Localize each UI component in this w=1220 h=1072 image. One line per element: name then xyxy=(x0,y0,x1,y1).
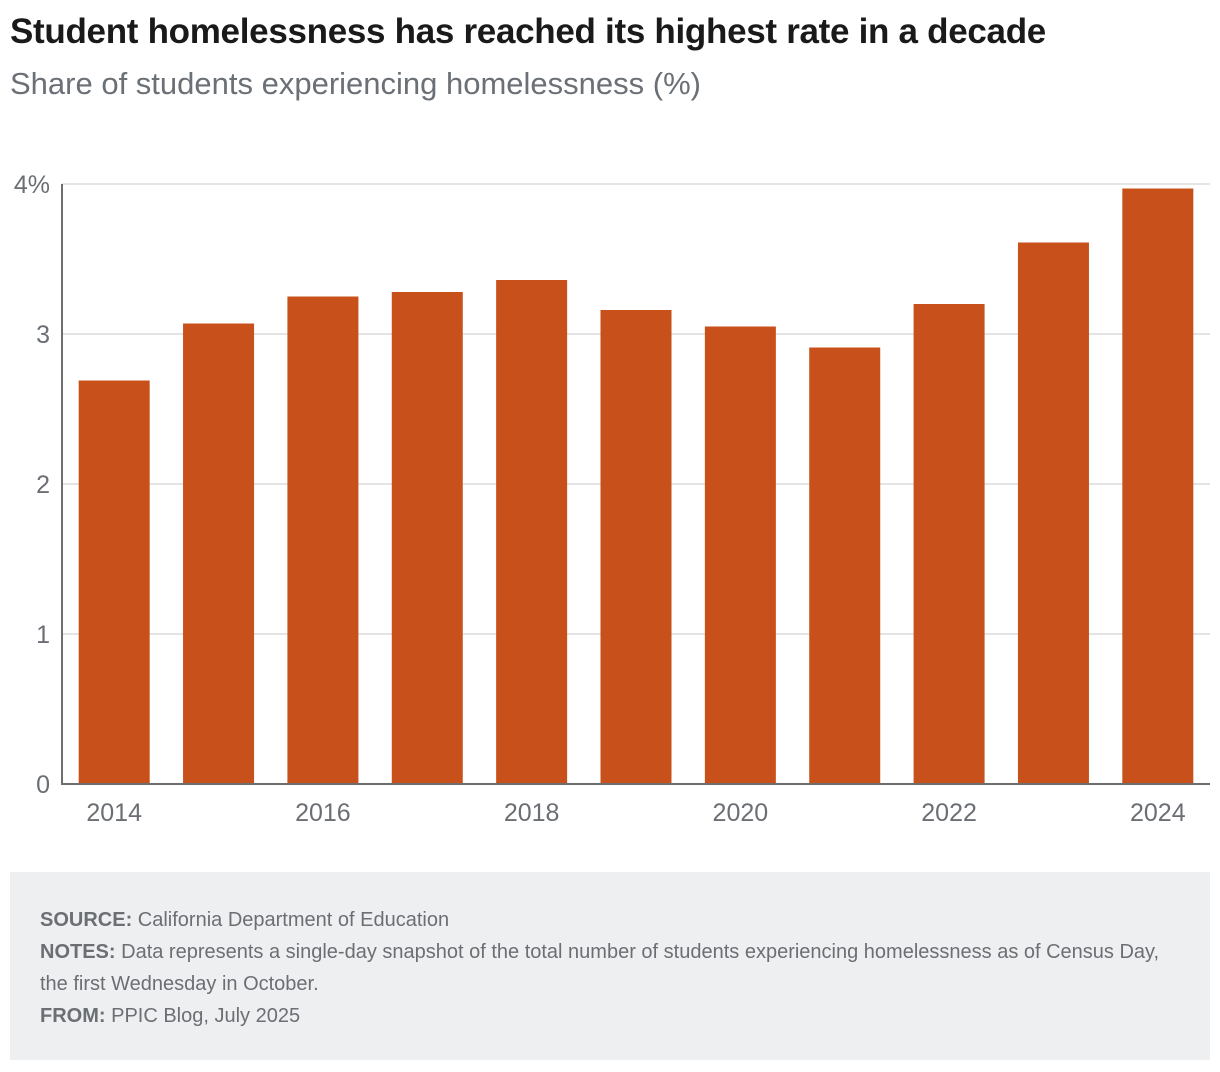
bar-2021 xyxy=(809,347,881,784)
from-line: FROM: PPIC Blog, July 2025 xyxy=(40,1000,1180,1032)
x-tick-label: 2022 xyxy=(921,799,977,827)
x-tick-label: 2016 xyxy=(295,799,351,827)
bar-2017 xyxy=(391,292,463,784)
x-tick-label: 2018 xyxy=(504,799,560,827)
notes-label: NOTES: xyxy=(40,941,116,963)
y-tick-label: 3 xyxy=(36,321,50,349)
bar-2014 xyxy=(78,380,150,784)
y-tick-label: 4% xyxy=(14,171,50,199)
notes-panel: SOURCE: California Department of Educati… xyxy=(10,872,1210,1060)
source-label: SOURCE: xyxy=(40,909,133,931)
x-axis-ticks: 2014 2016 2018 2020 2022 2024 xyxy=(86,799,1185,827)
bar-2018 xyxy=(496,280,568,784)
bar-2022 xyxy=(913,304,985,784)
bar-chart: 0 1 2 3 4% 2014 2016 2018 2020 2022 2024 xyxy=(14,171,1210,827)
bar-2023 xyxy=(1017,242,1089,784)
chart-title: Student homelessness has reached its hig… xyxy=(10,12,1046,51)
bar-2016 xyxy=(287,296,359,784)
y-tick-label: 0 xyxy=(36,771,50,799)
chart-subtitle: Share of students experiencing homelessn… xyxy=(10,66,701,101)
y-tick-label: 2 xyxy=(36,471,50,499)
y-axis-ticks: 0 1 2 3 4% xyxy=(14,171,50,799)
bar-2015 xyxy=(183,323,255,784)
bars xyxy=(78,188,1194,784)
notes-text: Data represents a single-day snapshot of… xyxy=(40,941,1160,995)
x-tick-label: 2014 xyxy=(86,799,142,827)
notes-line: NOTES: Data represents a single-day snap… xyxy=(40,936,1180,1000)
from-label: FROM: xyxy=(40,1005,106,1027)
bar-2024 xyxy=(1122,188,1194,784)
x-tick-label: 2020 xyxy=(713,799,769,827)
from-text: PPIC Blog, July 2025 xyxy=(111,1005,301,1027)
bar-2019 xyxy=(600,310,672,784)
bar-2020 xyxy=(704,326,776,784)
source-text: California Department of Education xyxy=(137,909,450,931)
source-line: SOURCE: California Department of Educati… xyxy=(40,904,1180,936)
y-tick-label: 1 xyxy=(36,621,50,649)
x-tick-label: 2024 xyxy=(1130,799,1186,827)
